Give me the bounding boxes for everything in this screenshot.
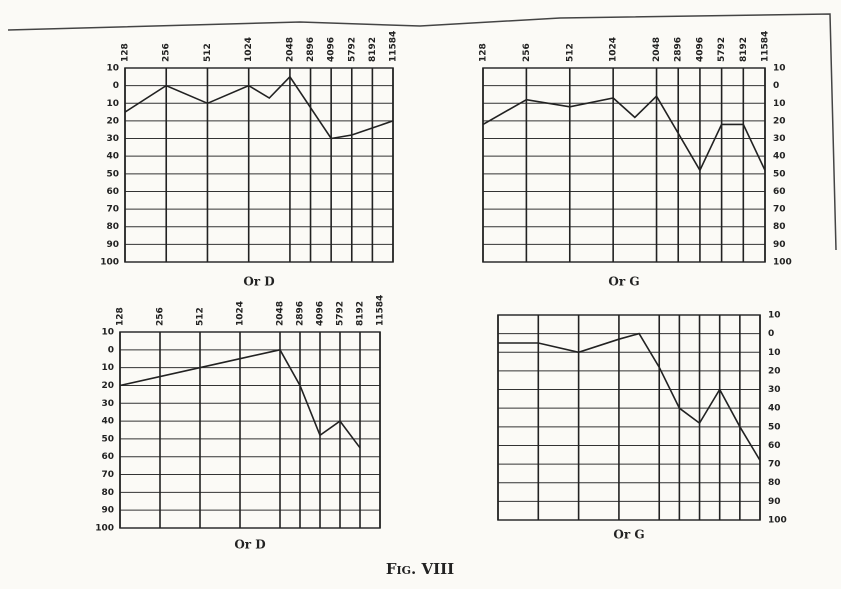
x-tick-label: 8192 xyxy=(739,37,749,62)
y-tick-label: 50 xyxy=(106,169,119,179)
y-tick-label: 20 xyxy=(773,116,786,126)
audiogram-line xyxy=(124,75,394,140)
y-tick-label: 90 xyxy=(101,506,114,516)
y-tick-label: 80 xyxy=(768,478,781,488)
y-tick-label: 20 xyxy=(768,366,781,376)
y-tick-label: 0 xyxy=(108,345,114,355)
y-tick-label: 0 xyxy=(773,81,779,91)
y-tick-label: 100 xyxy=(773,258,792,268)
y-tick-label: 50 xyxy=(773,169,786,179)
x-tick-label: 128 xyxy=(479,43,489,62)
x-tick-label: 4096 xyxy=(327,37,337,62)
x-tick-label: 5792 xyxy=(347,37,357,62)
y-tick-label: 90 xyxy=(106,240,119,250)
x-tick-label: 512 xyxy=(203,43,213,62)
x-tick-label: 5792 xyxy=(717,37,727,62)
audiogram-line xyxy=(119,348,361,449)
y-tick-label: 0 xyxy=(113,81,119,91)
y-tick-label: 90 xyxy=(773,240,786,250)
x-tick-label: 128 xyxy=(116,307,126,326)
x-tick-label: 1024 xyxy=(244,37,254,62)
y-tick-label: 20 xyxy=(101,381,114,391)
y-tick-label: 10 xyxy=(106,64,119,74)
x-tick-label: 2048 xyxy=(285,37,295,62)
y-tick-label: 10 xyxy=(768,311,781,321)
y-tick-label: 80 xyxy=(101,488,114,498)
y-tick-label: 60 xyxy=(101,452,114,462)
y-tick-label: 80 xyxy=(106,222,119,232)
x-tick-label: 256 xyxy=(162,43,172,62)
y-tick-label: 100 xyxy=(768,516,787,526)
chart-title: Or D xyxy=(234,538,265,552)
y-tick-label: 30 xyxy=(101,399,114,409)
y-tick-label: 70 xyxy=(773,205,786,215)
chart-title: Or D xyxy=(243,275,274,289)
x-tick-label: 2048 xyxy=(276,301,286,326)
x-tick-label: 8192 xyxy=(368,37,378,62)
y-tick-label: 60 xyxy=(106,187,119,197)
y-tick-label: 10 xyxy=(101,363,114,373)
chart-title: Or G xyxy=(608,275,639,289)
y-tick-label: 0 xyxy=(768,329,774,339)
y-tick-label: 40 xyxy=(773,152,786,162)
x-tick-label: 2896 xyxy=(674,37,684,62)
x-tick-label: 2896 xyxy=(295,301,305,326)
y-tick-label: 50 xyxy=(768,422,781,432)
x-tick-label: 256 xyxy=(522,43,532,62)
x-tick-label: 256 xyxy=(156,307,166,326)
caption: Fig. VIII xyxy=(386,560,454,578)
x-tick-label: 5792 xyxy=(335,301,345,326)
y-tick-label: 40 xyxy=(106,152,119,162)
x-tick-label: 1024 xyxy=(609,37,619,62)
x-tick-label: 2896 xyxy=(306,37,316,62)
y-tick-label: 40 xyxy=(768,404,781,414)
y-tick-label: 10 xyxy=(773,99,786,109)
y-tick-label: 10 xyxy=(773,64,786,74)
y-tick-label: 50 xyxy=(101,434,114,444)
y-tick-label: 10 xyxy=(768,348,781,358)
x-tick-label: 512 xyxy=(565,43,575,62)
y-tick-label: 100 xyxy=(95,524,114,534)
y-tick-label: 60 xyxy=(768,441,781,451)
scan-edge xyxy=(7,13,837,251)
y-tick-label: 40 xyxy=(101,417,114,427)
x-tick-label: 512 xyxy=(196,307,206,326)
x-tick-label: 1024 xyxy=(236,301,246,326)
x-tick-label: 8192 xyxy=(356,301,366,326)
y-tick-label: 90 xyxy=(768,497,781,507)
y-tick-label: 70 xyxy=(101,470,114,480)
y-tick-label: 70 xyxy=(106,205,119,215)
x-tick-label: 128 xyxy=(121,43,131,62)
y-tick-label: 10 xyxy=(106,99,119,109)
x-tick-label: 4096 xyxy=(695,37,705,62)
y-tick-label: 60 xyxy=(773,187,786,197)
y-tick-label: 10 xyxy=(101,328,114,338)
audiogram-line xyxy=(498,332,761,461)
y-tick-label: 30 xyxy=(773,134,786,144)
x-tick-label: 11584 xyxy=(761,31,771,62)
x-tick-label: 11584 xyxy=(376,295,386,326)
x-tick-label: 11584 xyxy=(389,31,399,62)
y-tick-label: 30 xyxy=(768,385,781,395)
y-tick-label: 20 xyxy=(106,116,119,126)
chart-title: Or G xyxy=(613,528,644,542)
x-tick-label: 2048 xyxy=(652,37,662,62)
x-tick-label: 4096 xyxy=(316,301,326,326)
y-tick-label: 100 xyxy=(100,258,119,268)
y-tick-label: 80 xyxy=(773,222,786,232)
y-tick-label: 70 xyxy=(768,460,781,470)
audiogram-line xyxy=(482,94,766,173)
y-tick-label: 30 xyxy=(106,134,119,144)
